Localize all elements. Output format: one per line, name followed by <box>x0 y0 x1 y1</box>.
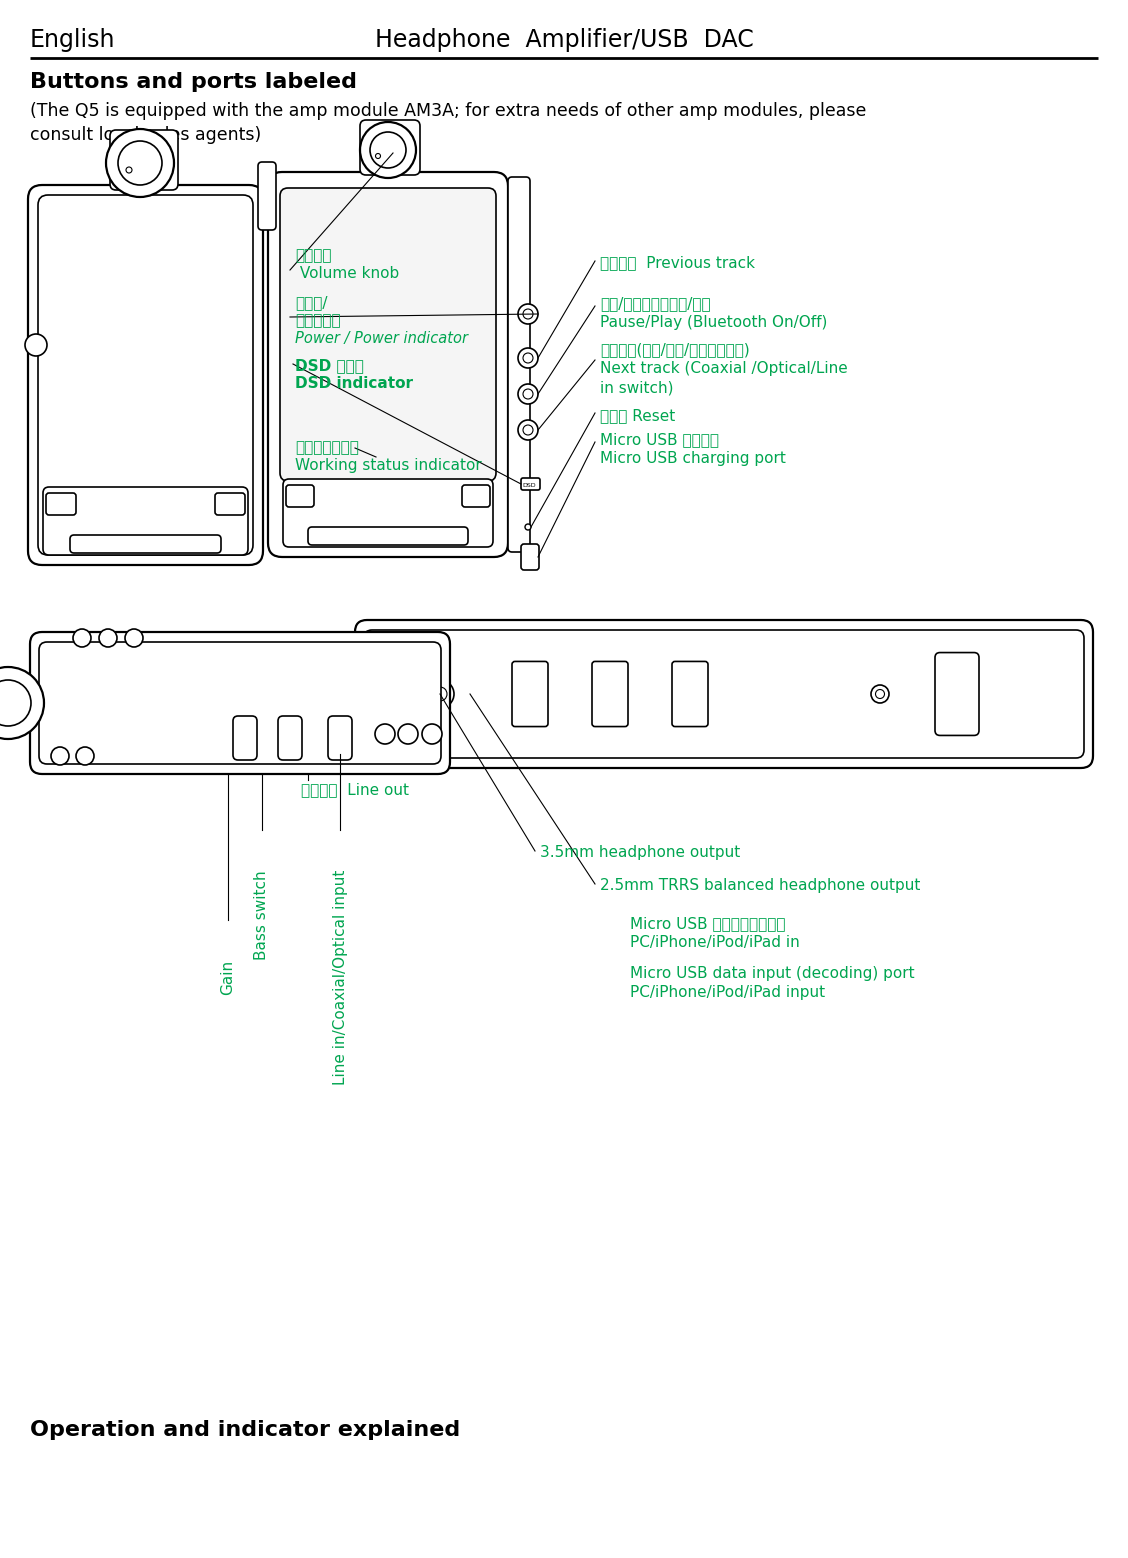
Circle shape <box>374 724 395 745</box>
Text: Working status indicator: Working status indicator <box>296 458 482 474</box>
Circle shape <box>99 629 117 647</box>
Circle shape <box>518 421 538 439</box>
FancyBboxPatch shape <box>512 662 548 726</box>
FancyBboxPatch shape <box>355 620 1093 768</box>
Circle shape <box>518 383 538 404</box>
Circle shape <box>523 354 534 363</box>
FancyBboxPatch shape <box>258 162 276 231</box>
FancyBboxPatch shape <box>46 492 76 516</box>
Circle shape <box>106 129 174 196</box>
FancyBboxPatch shape <box>521 544 539 570</box>
FancyBboxPatch shape <box>592 662 628 726</box>
FancyBboxPatch shape <box>39 642 441 763</box>
Circle shape <box>0 667 44 738</box>
Text: Power / Power indicator: Power / Power indicator <box>296 330 468 346</box>
Text: 线路输出  Line out: 线路输出 Line out <box>301 782 409 798</box>
FancyBboxPatch shape <box>38 195 253 555</box>
Text: 复位孔 Reset: 复位孔 Reset <box>600 408 676 424</box>
FancyBboxPatch shape <box>70 534 221 553</box>
FancyBboxPatch shape <box>28 185 263 566</box>
Circle shape <box>403 687 417 701</box>
Text: 2.5mm TRRS balanced headphone output: 2.5mm TRRS balanced headphone output <box>600 879 920 893</box>
Text: PC/iPhone/iPod/iPad in: PC/iPhone/iPod/iPad in <box>631 935 800 950</box>
FancyBboxPatch shape <box>508 178 530 552</box>
FancyBboxPatch shape <box>462 485 490 506</box>
Circle shape <box>25 333 47 355</box>
Text: Next track (Coaxial /Optical/Line: Next track (Coaxial /Optical/Line <box>600 361 848 375</box>
FancyBboxPatch shape <box>308 527 468 545</box>
Circle shape <box>523 308 534 319</box>
Text: DSD: DSD <box>522 483 536 488</box>
FancyBboxPatch shape <box>43 488 248 555</box>
Text: Micro USB 充电接口: Micro USB 充电接口 <box>600 432 719 447</box>
FancyBboxPatch shape <box>283 478 493 547</box>
Text: Buttons and ports labeled: Buttons and ports labeled <box>30 72 356 92</box>
Text: DSD 指示灯: DSD 指示灯 <box>296 358 364 372</box>
Text: Line in/Coaxial/Optical input: Line in/Coaxial/Optical input <box>333 869 347 1086</box>
Circle shape <box>426 679 453 707</box>
Circle shape <box>518 347 538 368</box>
Text: 上一曲键  Previous track: 上一曲键 Previous track <box>600 256 755 270</box>
Circle shape <box>76 746 94 765</box>
Circle shape <box>398 724 418 745</box>
Circle shape <box>360 122 416 178</box>
Circle shape <box>871 686 889 703</box>
Text: consult local sales agents): consult local sales agents) <box>30 126 262 143</box>
Circle shape <box>376 154 380 159</box>
Circle shape <box>875 690 884 698</box>
Text: Operation and indicator explained: Operation and indicator explained <box>30 1419 460 1440</box>
FancyBboxPatch shape <box>287 485 314 506</box>
Text: Volume knob: Volume knob <box>296 266 399 280</box>
Text: Micro USB charging port: Micro USB charging port <box>600 450 786 466</box>
FancyBboxPatch shape <box>215 492 245 516</box>
Text: Micro USB data input (decoding) port: Micro USB data input (decoding) port <box>631 966 915 982</box>
FancyBboxPatch shape <box>277 717 302 760</box>
FancyBboxPatch shape <box>935 653 979 735</box>
FancyBboxPatch shape <box>280 189 496 481</box>
FancyBboxPatch shape <box>111 129 178 190</box>
Text: Micro USB 数据（解码）接口: Micro USB 数据（解码）接口 <box>631 916 785 932</box>
Circle shape <box>373 687 387 701</box>
FancyBboxPatch shape <box>521 478 540 491</box>
Text: Headphone  Amplifier/USB  DAC: Headphone Amplifier/USB DAC <box>374 28 754 51</box>
FancyBboxPatch shape <box>360 120 420 174</box>
Text: 3.5mm headphone output: 3.5mm headphone output <box>540 844 740 860</box>
FancyBboxPatch shape <box>268 171 508 558</box>
Circle shape <box>0 679 30 726</box>
Text: 暂停/播放键（蓝牙开/关）: 暂停/播放键（蓝牙开/关） <box>600 296 711 312</box>
Circle shape <box>126 167 132 173</box>
Text: PC/iPhone/iPod/iPad input: PC/iPhone/iPod/iPad input <box>631 985 825 1000</box>
Circle shape <box>525 523 531 530</box>
Circle shape <box>396 679 424 707</box>
Text: (The Q5 is equipped with the amp module AM3A; for extra needs of other amp modul: (The Q5 is equipped with the amp module … <box>30 101 866 120</box>
Circle shape <box>518 304 538 324</box>
Text: 工作状态指示灯: 工作状态指示灯 <box>296 439 359 455</box>
Circle shape <box>365 679 394 707</box>
Text: in switch): in switch) <box>600 380 673 396</box>
Text: 下一曲键(同轴/光纤/线路输入切换): 下一曲键(同轴/光纤/线路输入切换) <box>600 343 750 357</box>
Text: 音量旋钮: 音量旋钮 <box>296 248 332 263</box>
Circle shape <box>73 629 91 647</box>
Text: 电源指示灯: 电源指示灯 <box>296 313 341 329</box>
FancyBboxPatch shape <box>233 717 257 760</box>
Text: Gain: Gain <box>220 960 236 996</box>
Text: 电源键/: 电源键/ <box>296 294 327 310</box>
Circle shape <box>433 687 447 701</box>
Circle shape <box>523 390 534 399</box>
Circle shape <box>125 629 143 647</box>
FancyBboxPatch shape <box>30 633 450 774</box>
Circle shape <box>118 142 162 185</box>
Text: English: English <box>30 28 115 51</box>
FancyBboxPatch shape <box>364 629 1084 759</box>
Circle shape <box>523 425 534 435</box>
Text: Bass switch: Bass switch <box>255 869 270 960</box>
FancyBboxPatch shape <box>328 717 352 760</box>
Circle shape <box>370 132 406 168</box>
Text: DSD indicator: DSD indicator <box>296 375 413 391</box>
FancyBboxPatch shape <box>672 662 708 726</box>
Circle shape <box>422 724 442 745</box>
Text: Pause/Play (Bluetooth On/Off): Pause/Play (Bluetooth On/Off) <box>600 315 827 330</box>
Circle shape <box>51 746 69 765</box>
